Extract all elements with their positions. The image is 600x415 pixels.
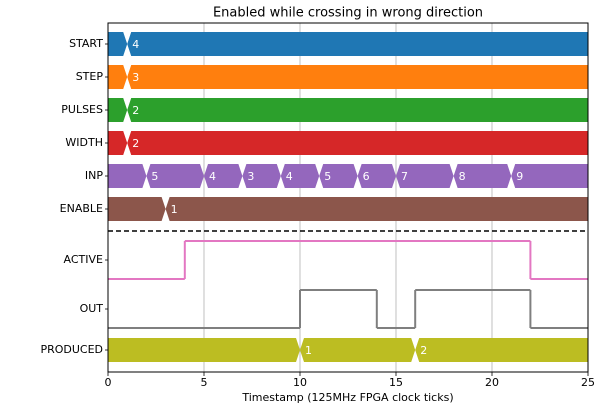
bus-value: 5 bbox=[324, 170, 331, 183]
bus-value: 9 bbox=[516, 170, 523, 183]
signal-name: ACTIVE bbox=[64, 253, 104, 266]
bus-segment bbox=[127, 32, 588, 56]
bus-value: 3 bbox=[132, 71, 139, 84]
signal-name: PULSES bbox=[61, 103, 103, 116]
bus-value: 3 bbox=[247, 170, 254, 183]
bus-segment bbox=[165, 197, 588, 221]
x-tick-label: 25 bbox=[581, 376, 595, 389]
x-tick-label: 15 bbox=[389, 376, 403, 389]
bus-segment bbox=[280, 164, 320, 188]
bus-segment bbox=[127, 131, 588, 155]
bus-value: 4 bbox=[209, 170, 216, 183]
bus-segment bbox=[415, 338, 588, 362]
plot-frame bbox=[107, 22, 589, 373]
bus-value: 5 bbox=[151, 170, 158, 183]
bus-value: 2 bbox=[420, 344, 427, 357]
signal-name: OUT bbox=[80, 302, 104, 315]
signal-name: INP bbox=[85, 169, 103, 182]
signal-name: PRODUCED bbox=[40, 343, 103, 356]
bus-value: 1 bbox=[171, 203, 178, 216]
signal-name: STEP bbox=[76, 70, 104, 83]
x-tick-label: 10 bbox=[293, 376, 307, 389]
bus-value: 8 bbox=[459, 170, 466, 183]
bus-segment bbox=[108, 98, 128, 122]
x-tick-label: 20 bbox=[485, 376, 499, 389]
x-tick-label: 0 bbox=[105, 376, 112, 389]
bus-value: 7 bbox=[401, 170, 408, 183]
bus-segment bbox=[357, 164, 396, 188]
signal-name: START bbox=[69, 37, 103, 50]
bus-value: 4 bbox=[132, 38, 139, 51]
bus-segment bbox=[242, 164, 281, 188]
x-tick-label: 5 bbox=[201, 376, 208, 389]
bus-segment bbox=[396, 164, 454, 188]
bus-segment bbox=[300, 338, 416, 362]
bus-segment bbox=[127, 98, 588, 122]
bus-segment bbox=[127, 65, 588, 89]
bus-segment bbox=[108, 338, 300, 362]
bus-value: 2 bbox=[132, 137, 139, 150]
bus-value: 2 bbox=[132, 104, 139, 117]
bus-segment bbox=[146, 164, 204, 188]
bus-segment bbox=[108, 32, 128, 56]
bus-segment bbox=[453, 164, 512, 188]
bus-segment bbox=[204, 164, 243, 188]
bus-segment bbox=[511, 164, 588, 188]
bus-segment bbox=[108, 164, 147, 188]
bus-value: 6 bbox=[363, 170, 370, 183]
bus-value: 4 bbox=[286, 170, 293, 183]
signal-name: WIDTH bbox=[65, 136, 103, 149]
bus-value: 1 bbox=[305, 344, 312, 357]
x-axis-label: Timestamp (125MHz FPGA clock ticks) bbox=[241, 391, 453, 404]
bus-segment bbox=[108, 131, 128, 155]
bus-segment bbox=[108, 65, 128, 89]
bus-segment bbox=[108, 197, 166, 221]
chart-title: Enabled while crossing in wrong directio… bbox=[213, 6, 483, 21]
bus-segment bbox=[319, 164, 358, 188]
signal-name: ENABLE bbox=[60, 202, 103, 215]
